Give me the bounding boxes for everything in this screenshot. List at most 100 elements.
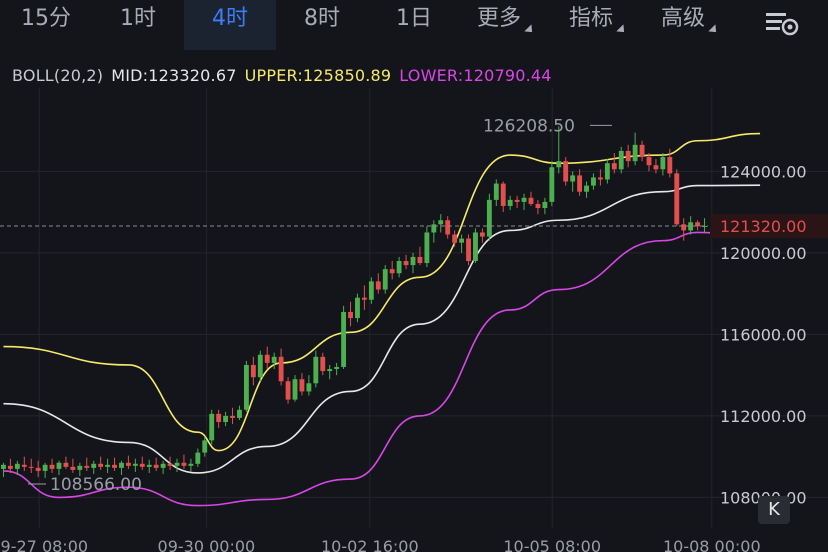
candle-body [625, 150, 631, 162]
candle-body [278, 356, 284, 382]
candle-body [306, 383, 312, 392]
candle-body [500, 183, 506, 206]
dropdown-triangle-icon [616, 24, 628, 36]
candle-body [514, 199, 520, 202]
chart-settings-icon[interactable] [764, 8, 800, 38]
candle-body [375, 281, 381, 290]
tab-4h[interactable]: 4时 [184, 0, 276, 50]
candle-body [105, 464, 111, 467]
candle-body [403, 261, 409, 266]
candle-body [125, 462, 131, 466]
candle-body [639, 144, 645, 158]
price-axis-label: 124000.00 [720, 162, 807, 181]
candle-body [542, 201, 548, 209]
candle-body [271, 356, 277, 363]
tab-8h[interactable]: 8时 [304, 6, 340, 31]
timeframe-tabs: 15分 1时 4时 8时 1日 更多 指标 高级 [0, 0, 828, 50]
high-price-annotation: 126208.50 [483, 116, 575, 136]
candle-body [320, 356, 326, 372]
candle-body [695, 222, 701, 227]
candle-body [313, 356, 319, 384]
candle-body [70, 466, 76, 470]
candle-body [230, 415, 235, 418]
candle-body [292, 379, 298, 400]
low-price-annotation: 108566.00 [50, 475, 142, 495]
candle-body [132, 463, 138, 466]
candle-body [459, 238, 465, 243]
candle-body [264, 354, 270, 363]
candle-body [188, 463, 194, 466]
candle-body [438, 220, 444, 225]
candle-body [466, 238, 471, 262]
candle-body [556, 161, 562, 168]
candle-body [681, 224, 687, 231]
candle-body [660, 157, 666, 170]
tab-1d[interactable]: 1日 [396, 6, 432, 31]
candle-body [91, 463, 97, 468]
candle-body [174, 462, 180, 466]
price-axis-label: 112000.00 [720, 407, 807, 426]
candle-body [584, 185, 589, 192]
candle-body [452, 234, 458, 243]
candle-body [153, 464, 159, 468]
candle-body [257, 354, 263, 378]
tab-advanced[interactable]: 高级 [644, 0, 736, 50]
candle-body [431, 224, 437, 233]
boll-mid-line [3, 184, 761, 474]
candle-body [521, 197, 527, 202]
candle-body [549, 167, 555, 202]
candle-body [77, 465, 83, 470]
price-axis-label: 116000.00 [720, 325, 807, 344]
k-line-toggle-button[interactable]: K [758, 496, 790, 524]
candle-body [493, 183, 499, 200]
candle-body [285, 381, 291, 400]
candle-body [348, 311, 353, 319]
boll-lower: LOWER:120790.44 [399, 66, 552, 85]
boll-mid: MID:123320.67 [111, 66, 237, 85]
candle-body [597, 177, 603, 180]
candle-body [389, 269, 395, 274]
candle-body [1, 464, 6, 469]
candle-body [250, 364, 256, 378]
boll-legend: BOLL(20,2) MID:123320.67 UPPER:125850.89 LO… [12, 66, 560, 85]
candle-body [223, 415, 229, 423]
candle-body [216, 413, 222, 423]
candle-body [98, 463, 104, 467]
candle-body [424, 232, 430, 264]
candle-body [202, 440, 208, 453]
candle-body [702, 225, 707, 227]
candle-body [327, 369, 333, 372]
dropdown-triangle-icon [708, 24, 720, 36]
candle-body [507, 199, 513, 206]
candle-body [35, 467, 41, 471]
tab-1h[interactable]: 1时 [120, 6, 156, 31]
candle-body [112, 464, 117, 468]
candle-body [563, 161, 569, 182]
candle-body [611, 163, 617, 170]
candle-body [674, 173, 680, 225]
candle-body [63, 462, 69, 467]
candle-body [646, 157, 652, 166]
candle-body [361, 297, 367, 300]
candle-body [577, 175, 583, 192]
tab-more[interactable]: 更多 [460, 0, 552, 50]
time-axis-label: 09-27 08:00 [0, 537, 88, 552]
candle-body [28, 466, 34, 468]
candle-body [7, 465, 13, 469]
time-axis-label: 10-08 00:00 [663, 537, 761, 552]
candle-body [21, 464, 27, 467]
candle-body [604, 163, 610, 180]
boll-name: BOLL(20,2) [12, 66, 104, 85]
tab-15m[interactable]: 15分 [21, 6, 71, 31]
candle-body [299, 379, 305, 392]
tab-indicators[interactable]: 指标 [552, 0, 644, 50]
candle-body [42, 464, 48, 471]
candle-body [688, 222, 694, 231]
candlestick-chart[interactable]: 126208.50 108566.00 124000.00 120000.00 1160… [0, 88, 828, 552]
candle-body [570, 175, 576, 182]
current-price-label: 121320.00 [720, 217, 807, 236]
candle-body [49, 464, 55, 469]
candle-body [243, 364, 249, 410]
boll-lower-line [3, 231, 761, 507]
candle-body [355, 297, 360, 319]
